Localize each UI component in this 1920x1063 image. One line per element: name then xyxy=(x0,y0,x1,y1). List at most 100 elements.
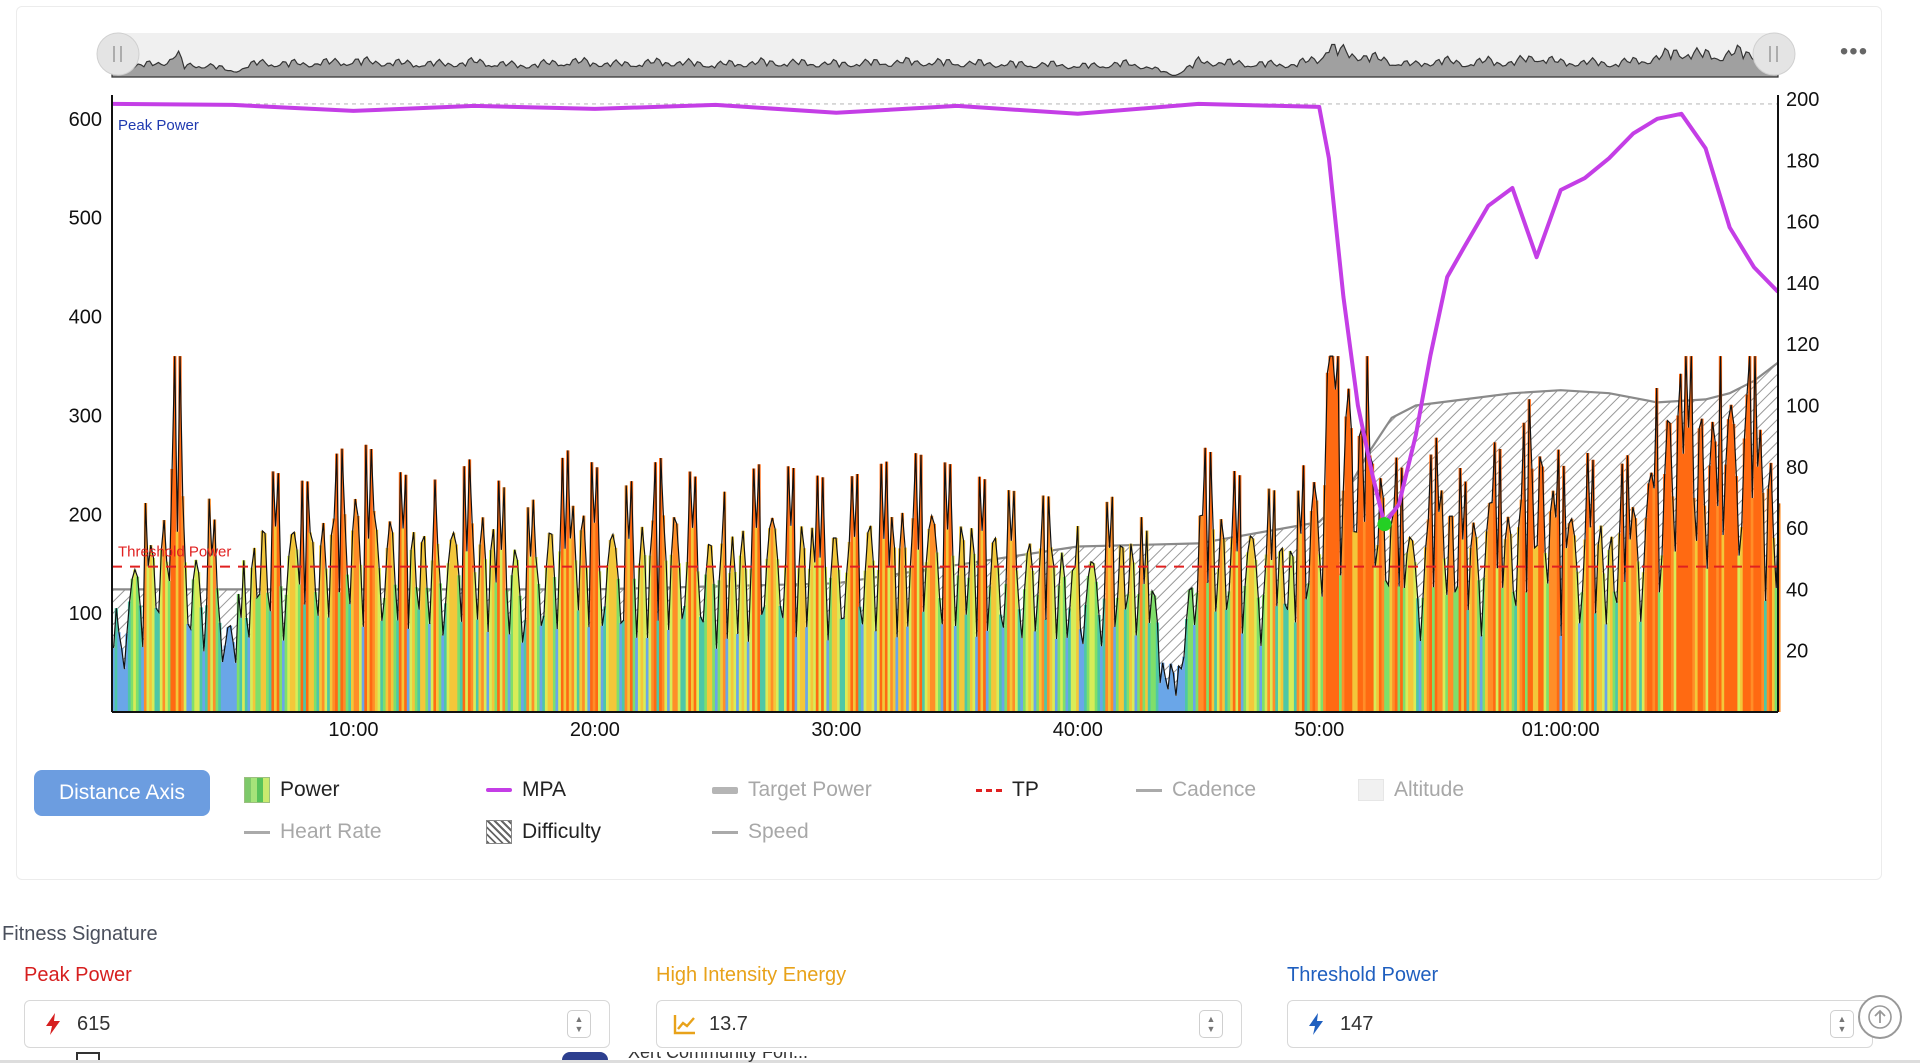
power-bar xyxy=(1689,356,1693,712)
chart-menu-button[interactable]: ••• xyxy=(1839,38,1869,65)
legend-tp[interactable]: TP xyxy=(976,776,1039,804)
power-bar xyxy=(409,550,413,712)
power-bar xyxy=(1580,592,1584,712)
power-bar xyxy=(632,578,636,712)
power-bar xyxy=(170,468,174,712)
power-bar xyxy=(900,512,905,712)
navigator-right-handle[interactable] xyxy=(1752,32,1796,76)
power-bar xyxy=(1341,490,1345,712)
peak-power-stepper[interactable]: ▲ ▼ xyxy=(567,1010,591,1038)
power-bar xyxy=(770,517,774,712)
power-bar xyxy=(1705,568,1709,712)
power-bar xyxy=(1745,394,1749,712)
power-bar xyxy=(1434,437,1438,712)
power-bar xyxy=(1718,356,1723,712)
power-bar xyxy=(773,528,777,712)
threshold-power-stepper[interactable]: ▲ ▼ xyxy=(1830,1010,1854,1038)
power-bar xyxy=(1001,627,1005,712)
power-bar xyxy=(513,549,517,712)
power-bar xyxy=(473,572,477,712)
legend-heart-rate[interactable]: Heart Rate xyxy=(244,818,382,846)
legend-altitude-label: Altitude xyxy=(1394,778,1465,801)
power-bar xyxy=(887,566,891,712)
power-bar xyxy=(722,491,727,712)
power-bar xyxy=(1312,482,1316,712)
power-bar xyxy=(369,449,373,712)
power-bar xyxy=(943,462,947,712)
high-intensity-energy-input[interactable] xyxy=(707,1011,1199,1037)
high-intensity-energy-stepper[interactable]: ▲ ▼ xyxy=(1199,1010,1223,1038)
power-bar xyxy=(858,606,862,712)
power-bar xyxy=(1262,595,1266,712)
power-bar xyxy=(465,551,469,712)
legend-speed[interactable]: Speed xyxy=(712,818,809,846)
legend-power[interactable]: Power xyxy=(244,776,340,804)
power-bar xyxy=(1421,597,1425,712)
power-bar xyxy=(691,527,695,712)
scroll-to-top-button[interactable] xyxy=(1858,995,1902,1039)
power-bar xyxy=(1139,517,1144,712)
power-bar xyxy=(1296,490,1300,712)
power-bar xyxy=(374,529,379,712)
power-bar xyxy=(924,562,928,712)
power-bar xyxy=(1631,507,1635,712)
power-bar xyxy=(648,555,652,712)
power-bar xyxy=(717,580,721,712)
threshold-power-field[interactable]: ▲▼ xyxy=(1287,1000,1873,1048)
power-bar xyxy=(401,528,405,712)
legend-altitude[interactable]: Altitude xyxy=(1358,776,1464,804)
navigator-left-handle[interactable] xyxy=(96,32,140,76)
power-bar xyxy=(236,594,241,712)
legend-target-power[interactable]: Target Power xyxy=(712,776,872,804)
power-bar xyxy=(768,528,772,712)
power-bar xyxy=(1527,399,1531,712)
power-bar xyxy=(159,549,164,712)
power-bar xyxy=(1556,449,1561,712)
power-bar xyxy=(321,523,326,712)
power-bar xyxy=(191,579,195,712)
power-bar xyxy=(390,532,395,712)
legend-difficulty[interactable]: Difficulty xyxy=(486,818,601,846)
power-bar xyxy=(574,560,578,712)
power-bar xyxy=(1511,591,1515,712)
power-bar xyxy=(866,532,870,712)
peak-power-input[interactable] xyxy=(75,1011,567,1037)
power-chart[interactable]: 600 500 400 300 200 100 200 180 160 140 120 100 80 60… xyxy=(17,7,1881,879)
power-bar xyxy=(1442,558,1446,712)
power-bar xyxy=(223,645,227,712)
power-bar xyxy=(430,560,434,712)
power-bar xyxy=(228,625,233,712)
power-bar xyxy=(260,530,264,712)
power-bar xyxy=(903,547,907,712)
power-bar xyxy=(186,624,190,712)
distance-axis-button[interactable]: Distance Axis xyxy=(34,770,210,816)
power-bar xyxy=(1572,535,1577,712)
power-bar xyxy=(1094,581,1098,712)
power-bar xyxy=(120,648,124,712)
high-intensity-energy-field[interactable]: ▲▼ xyxy=(656,1000,1242,1048)
right-tick-label: 120 xyxy=(1786,334,1819,356)
power-bar xyxy=(1479,636,1484,712)
power-bar xyxy=(805,627,809,712)
high-intensity-energy-label: High Intensity Energy xyxy=(656,964,847,986)
power-bar xyxy=(672,517,676,712)
legend-mpa[interactable]: MPA xyxy=(486,776,566,804)
power-bar xyxy=(1753,356,1757,712)
power-bar xyxy=(491,529,496,712)
power-bar xyxy=(876,570,881,712)
power-bar xyxy=(916,549,921,712)
power-bar xyxy=(1166,689,1170,712)
power-bar xyxy=(1288,551,1292,712)
power-bar xyxy=(1115,597,1120,712)
power-bar xyxy=(624,485,628,712)
power-bar xyxy=(1270,560,1274,712)
power-bar xyxy=(714,648,719,712)
power-bar xyxy=(999,614,1003,712)
threshold-power-input[interactable] xyxy=(1338,1011,1830,1037)
legend-cadence[interactable]: Cadence xyxy=(1136,776,1256,804)
power-bar xyxy=(1639,621,1643,712)
mpa-marker-point[interactable] xyxy=(1377,517,1392,532)
peak-power-field[interactable]: ▲▼ xyxy=(24,1000,610,1048)
power-bar xyxy=(547,533,551,712)
power-bar xyxy=(1418,641,1422,712)
